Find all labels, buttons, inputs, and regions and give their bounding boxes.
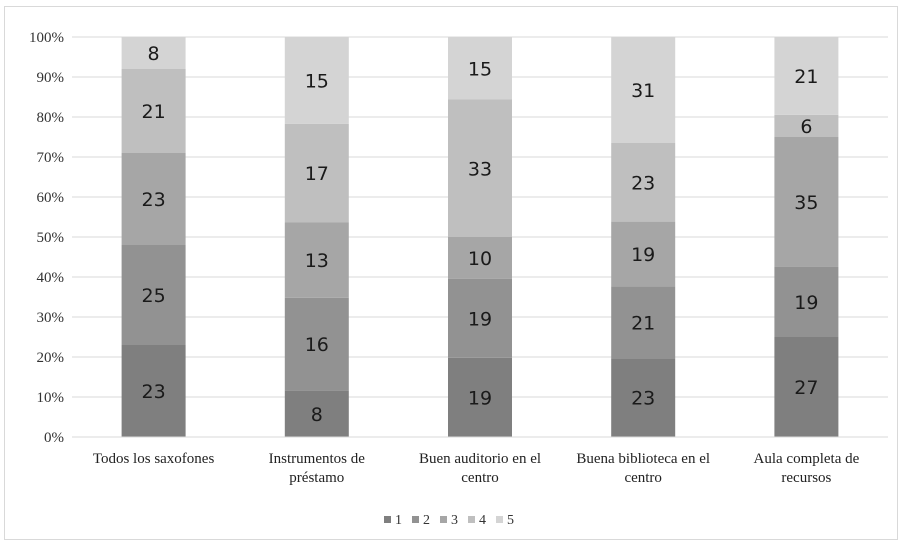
legend-label: 5 <box>507 513 514 528</box>
category-label: Todos los saxofones <box>93 451 215 467</box>
category-label: Instrumentos de <box>269 451 366 467</box>
bar-segment <box>774 337 839 437</box>
data-label: 19 <box>468 308 492 330</box>
category-label: préstamo <box>289 470 344 486</box>
bar-segment <box>121 153 186 245</box>
bar-segment <box>611 221 676 287</box>
data-label: 23 <box>631 388 655 410</box>
y-tick-label: 50% <box>37 230 65 246</box>
bar-segment <box>774 114 839 137</box>
data-label: 21 <box>142 101 166 123</box>
y-tick-label: 40% <box>37 270 65 286</box>
data-label: 23 <box>142 381 166 403</box>
bar-segment <box>611 37 676 143</box>
category-label: Aula completa de <box>754 451 860 467</box>
data-label: 21 <box>794 66 818 88</box>
data-label: 8 <box>148 43 160 65</box>
data-label: 10 <box>468 248 492 270</box>
legend-label: 4 <box>479 513 486 528</box>
bar-segment <box>774 37 839 115</box>
data-label: 35 <box>794 192 818 214</box>
bar-segment <box>284 297 349 391</box>
data-label: 19 <box>631 244 655 266</box>
bar-segment <box>611 142 676 222</box>
bar-segment <box>121 245 186 345</box>
bar-segment <box>448 99 512 237</box>
bar-segment <box>121 345 186 437</box>
data-label: 17 <box>305 163 329 185</box>
y-tick-label: 100% <box>29 30 64 46</box>
data-label: 19 <box>794 292 818 314</box>
bar-segment <box>448 237 512 279</box>
data-label: 23 <box>142 189 166 211</box>
legend-swatch <box>384 516 391 523</box>
bar-segment <box>611 358 676 437</box>
data-label: 6 <box>800 116 812 138</box>
category-label: Buena biblioteca en el <box>576 451 710 467</box>
data-label: 15 <box>468 58 492 80</box>
bar-segment <box>284 123 349 223</box>
data-label: 8 <box>311 404 323 426</box>
bar-segment <box>284 390 349 437</box>
legend-swatch <box>468 516 475 523</box>
bar-segment <box>774 137 839 267</box>
data-label: 33 <box>468 158 492 180</box>
bar-segment <box>611 286 676 359</box>
y-tick-label: 20% <box>37 350 65 366</box>
category-label: centro <box>461 470 498 486</box>
legend-swatch <box>412 516 419 523</box>
y-tick-label: 70% <box>37 150 65 166</box>
bar-segment <box>121 69 186 153</box>
data-label: 15 <box>305 70 329 92</box>
y-tick-label: 30% <box>37 310 65 326</box>
legend-label: 3 <box>451 513 458 528</box>
bar-segment <box>284 37 349 124</box>
y-tick-label: 10% <box>37 390 65 406</box>
bar-segment <box>448 357 512 437</box>
y-tick-label: 60% <box>37 190 65 206</box>
data-label: 16 <box>305 334 329 356</box>
data-label: 21 <box>631 312 655 334</box>
category-label: centro <box>624 470 661 486</box>
bar-segment <box>121 37 186 69</box>
y-tick-label: 0% <box>44 430 64 446</box>
legend-label: 2 <box>423 513 430 528</box>
data-label: 13 <box>305 250 329 272</box>
legend-label: 1 <box>395 513 402 528</box>
y-tick-label: 90% <box>37 70 65 86</box>
legend-swatch <box>496 516 503 523</box>
data-label: 19 <box>468 387 492 409</box>
data-label: 23 <box>631 172 655 194</box>
legend-swatch <box>440 516 447 523</box>
y-tick-label: 80% <box>37 110 65 126</box>
bar-segment <box>448 37 512 100</box>
category-label: recursos <box>781 470 831 486</box>
bar-segment <box>448 278 512 358</box>
category-label: Buen auditorio en el <box>419 451 541 467</box>
data-label: 25 <box>142 285 166 307</box>
bar-segment <box>284 222 349 298</box>
data-label: 31 <box>631 80 655 102</box>
data-label: 27 <box>794 377 818 399</box>
bar-segment <box>774 266 839 337</box>
